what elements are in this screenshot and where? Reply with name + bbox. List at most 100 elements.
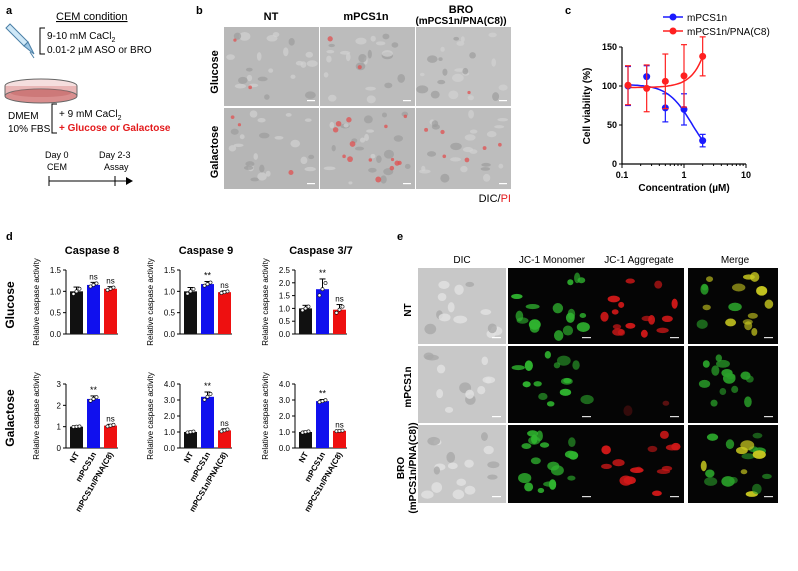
- x-axis-label: Concentration (µM): [638, 183, 729, 194]
- panel-b-row-glucose: Glucose: [209, 50, 221, 93]
- cell-blob: [295, 60, 304, 66]
- cell-signal: [607, 295, 620, 303]
- cell-signal: [537, 487, 545, 494]
- panel-letter-d: d: [6, 231, 13, 243]
- day23-label: Day 2-3: [99, 150, 131, 160]
- micrograph-glucose-mpcs1n: [320, 27, 415, 106]
- data-point: [699, 137, 707, 145]
- replicate-point: [323, 281, 328, 285]
- cell-blob: [305, 51, 314, 58]
- replicate-point: [320, 287, 325, 292]
- cell-blob: [288, 38, 295, 46]
- pi-spot: [498, 142, 502, 147]
- cell-signal: [438, 313, 451, 322]
- cell-blob: [467, 95, 474, 101]
- y-tick-label: 3.0: [279, 396, 291, 405]
- scale-bar: [670, 416, 679, 418]
- cell-signal: [446, 451, 456, 463]
- panel-b-micrographs: NT mPCS1n BRO (mPCS1n/PNA(C8)) Glucose G…: [209, 4, 511, 205]
- cell-signal: [567, 279, 574, 286]
- cell-signal: [700, 460, 707, 472]
- replicate-point: [111, 285, 116, 290]
- cell-blob: [416, 85, 429, 94]
- cell-blob: [343, 123, 349, 128]
- cell-blob: [366, 129, 375, 133]
- y-axis-label: Relative caspase activity: [146, 258, 155, 346]
- cell-blob: [258, 132, 270, 139]
- cell-blob: [358, 54, 367, 63]
- cell-signal: [716, 359, 730, 368]
- replicate-point: [337, 307, 342, 312]
- bar: [201, 396, 214, 448]
- data-point: [680, 72, 688, 80]
- cell-blob: [323, 72, 329, 78]
- cell-blob: [384, 82, 393, 89]
- cell-blob: [375, 41, 386, 46]
- replicate-point: [306, 429, 311, 434]
- cell-signal: [564, 450, 576, 459]
- cell-signal: [444, 406, 454, 413]
- cell-signal: [452, 489, 465, 500]
- scale-bar: [764, 496, 773, 498]
- y-tick-label: 2.0: [164, 412, 176, 421]
- legend-label: mPCS1n: [687, 13, 727, 24]
- replicate-point: [91, 397, 96, 401]
- cell-blob: [367, 49, 372, 59]
- y-tick-label: 2.0: [279, 412, 291, 421]
- pi-spot: [233, 38, 237, 42]
- cell-signal: [528, 319, 541, 330]
- cell-signal: [698, 379, 711, 388]
- cell-blob: [404, 163, 411, 169]
- cell-blob: [453, 36, 460, 41]
- cell-blob: [488, 32, 497, 38]
- panel-e-col-monomer: JC-1 Monomer: [519, 255, 586, 266]
- bar: [333, 430, 346, 448]
- cell-signal: [661, 315, 673, 323]
- significance-label: ns: [220, 281, 228, 290]
- cell-signal: [641, 315, 653, 322]
- plus-cacl2-label: + 9 mM CaCl2: [59, 109, 122, 122]
- scale-bar: [764, 416, 773, 418]
- cell-blob: [257, 172, 267, 181]
- pi-spot: [349, 141, 356, 147]
- cell-signal: [556, 355, 571, 366]
- cell-blob: [483, 173, 491, 182]
- y-tick-label: 2.5: [279, 266, 291, 275]
- replicate-point: [205, 394, 210, 399]
- jc1-image-tile: [596, 425, 684, 503]
- cell-blob: [381, 112, 387, 118]
- cell-blob: [308, 154, 315, 160]
- significance-label: **: [90, 385, 98, 395]
- cell-signal: [728, 302, 742, 312]
- scale-bar: [403, 100, 411, 102]
- panel-e-row-nt: NT: [403, 303, 414, 316]
- cell-blob: [421, 165, 426, 172]
- cell-signal: [747, 312, 758, 319]
- cell-blob: [359, 137, 366, 143]
- cell-signal: [487, 474, 498, 480]
- cell-blob: [348, 181, 353, 185]
- replicate-point: [208, 280, 213, 285]
- cell-blob: [257, 118, 266, 123]
- cell-blob: [426, 151, 437, 157]
- y-tick-label: 1.5: [164, 266, 176, 275]
- pi-spot: [346, 117, 352, 123]
- y-tick-label: 4.0: [164, 380, 176, 389]
- dmem-label: DMEM: [8, 111, 39, 122]
- panel-e-row-bro-sub: (mPCS1n/PNA(C8)): [408, 422, 419, 513]
- cell-blob: [469, 52, 476, 59]
- y-tick-label: 1.0: [50, 287, 62, 296]
- cell-signal: [580, 394, 594, 405]
- panel-b-col-bro: BRO: [449, 4, 474, 16]
- cell-signal: [447, 302, 455, 313]
- bar: [104, 288, 117, 334]
- cell-signal: [711, 365, 720, 376]
- cell-blob: [498, 163, 504, 169]
- cell-signal: [654, 280, 663, 289]
- replicate-point: [77, 424, 82, 429]
- replicate-point: [111, 422, 116, 427]
- cell-signal: [453, 315, 468, 324]
- day0-sub-label: CEM: [47, 162, 67, 172]
- chart-title: Caspase 3/7: [289, 245, 353, 257]
- cell-blob: [268, 68, 274, 73]
